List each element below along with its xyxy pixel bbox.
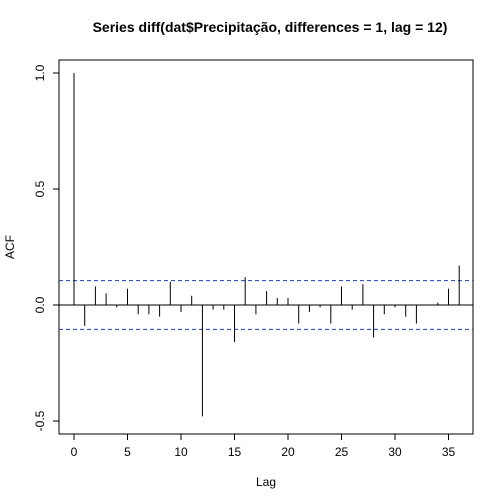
x-tick-label: 20 [281,445,295,459]
x-tick-label: 0 [71,445,78,459]
x-tick-label: 35 [442,445,456,459]
y-axis: -0.5 0.0 0.5 1.0 [33,64,60,431]
y-tick-label: 1.0 [33,64,47,81]
y-tick-label: 0.0 [33,296,47,313]
x-axis-label: Lag [256,475,276,489]
y-tick-label: -0.5 [33,410,47,431]
y-tick-label: 0.5 [33,180,47,197]
acf-bars [73,73,460,417]
x-tick-label: 25 [335,445,349,459]
x-tick-label: 5 [124,445,131,459]
x-axis: 0 5 10 15 20 25 30 35 [71,433,456,459]
plot-frame [58,59,474,435]
y-axis-label: ACF [3,235,17,259]
x-tick-label: 30 [388,445,402,459]
x-tick-label: 15 [228,445,242,459]
chart-title: Series diff(dat$Precipitação, difference… [93,19,448,35]
x-tick-label: 10 [174,445,188,459]
